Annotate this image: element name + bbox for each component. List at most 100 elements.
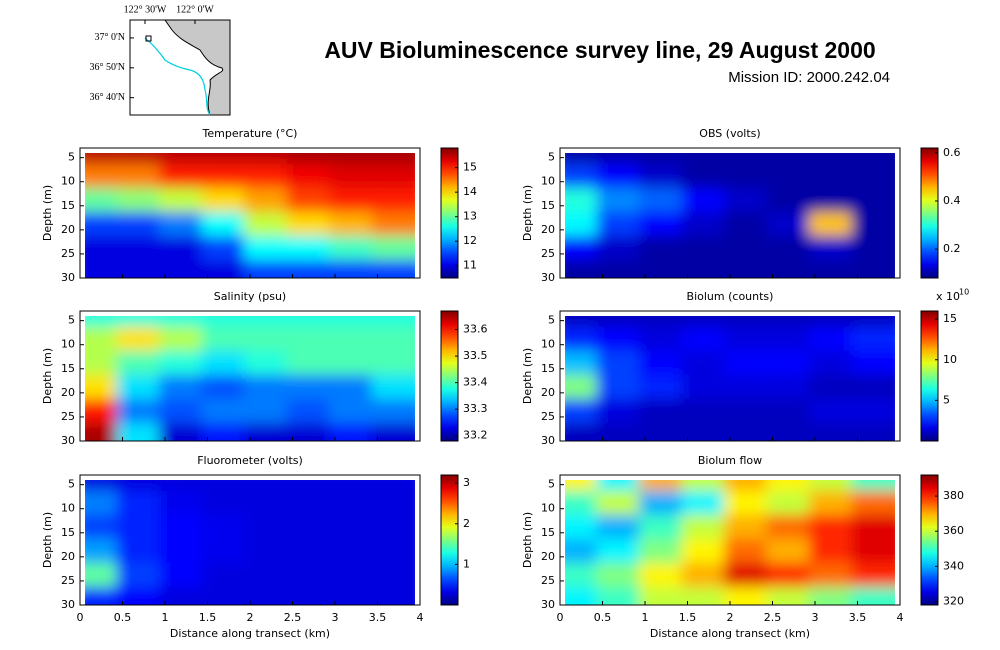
x-tick-label: 3.5 <box>369 611 387 624</box>
cell <box>639 422 694 441</box>
y-tick-label: 20 <box>541 550 555 563</box>
cells <box>85 480 415 605</box>
y-axis-label: Depth (m) <box>521 348 534 404</box>
cell <box>766 422 821 441</box>
cell <box>851 586 895 605</box>
cell <box>371 586 415 605</box>
cell <box>286 259 341 278</box>
colorbar-tick-label: 360 <box>943 524 964 537</box>
cell <box>159 586 214 605</box>
cell <box>329 586 384 605</box>
colorbar-tick-label: 5 <box>943 393 950 406</box>
y-axis-label: Depth (m) <box>521 512 534 568</box>
panel-title: OBS (volts) <box>699 127 760 140</box>
colorbar-tick-label: 2 <box>463 517 470 530</box>
y-axis-label: Depth (m) <box>41 185 54 241</box>
colorbar-tick-label: 0.2 <box>943 242 961 255</box>
cell <box>371 259 415 278</box>
colorbar-tick-label: 33.5 <box>463 349 488 362</box>
colorbar-tick-label: 11 <box>463 259 477 272</box>
heatmap <box>565 316 895 441</box>
x-tick-label: 1.5 <box>199 611 217 624</box>
cell <box>639 259 694 278</box>
colorbar <box>440 147 459 279</box>
cell <box>639 586 694 605</box>
map-x-tick-label: 122° 30'W <box>124 4 167 15</box>
y-tick-label: 30 <box>61 271 75 284</box>
colorbar-exponent: 10 <box>959 288 969 297</box>
cells <box>85 153 415 278</box>
y-tick-label: 15 <box>61 362 75 375</box>
coast-track <box>144 37 211 116</box>
cell <box>329 259 384 278</box>
x-tick-label: 0.5 <box>114 611 132 624</box>
y-tick-label: 30 <box>61 434 75 447</box>
x-tick-label: 0.5 <box>594 611 612 624</box>
y-tick-label: 5 <box>548 314 555 327</box>
colorbar-tick-label: 0.6 <box>943 146 961 159</box>
colorbar-tick-label: 1 <box>463 557 470 570</box>
colorbar-tick-label: 380 <box>943 489 964 502</box>
panel-title: Biolum flow <box>698 454 762 467</box>
colorbar-tick-label: 10 <box>943 353 957 366</box>
y-axis-label: Depth (m) <box>41 512 54 568</box>
colorbar-tick-label: 15 <box>943 312 957 325</box>
title: AUV Bioluminescence survey line, 29 Augu… <box>324 37 875 63</box>
y-tick-label: 10 <box>541 338 555 351</box>
cell <box>201 586 256 605</box>
cell <box>116 259 171 278</box>
colorbar-tick-label: 33.4 <box>463 376 488 389</box>
cell <box>851 259 895 278</box>
colorbar-tick-label: 14 <box>463 185 477 198</box>
panel-title: Temperature (°C) <box>202 127 298 140</box>
subtitle: Mission ID: 2000.242.04 <box>728 69 890 86</box>
cells <box>565 153 895 278</box>
x-tick-label: 2.5 <box>284 611 302 624</box>
y-tick-label: 5 <box>548 151 555 164</box>
cell <box>159 422 214 441</box>
y-tick-label: 20 <box>541 223 555 236</box>
y-tick-label: 15 <box>541 362 555 375</box>
y-tick-label: 20 <box>61 223 75 236</box>
heatmap <box>565 480 895 605</box>
cell <box>681 422 736 441</box>
land <box>164 19 231 116</box>
y-tick-label: 25 <box>61 574 75 587</box>
cell <box>596 586 651 605</box>
y-tick-label: 20 <box>541 386 555 399</box>
y-tick-label: 15 <box>61 199 75 212</box>
cell <box>851 422 895 441</box>
x-tick-label: 3 <box>332 611 339 624</box>
y-tick-label: 15 <box>541 526 555 539</box>
panel-title: Salinity (psu) <box>214 290 286 303</box>
y-tick-label: 30 <box>541 271 555 284</box>
cell <box>596 259 651 278</box>
cell <box>244 422 299 441</box>
colorbar-tick-label: 13 <box>463 210 477 223</box>
x-axis-label: Distance along transect (km) <box>650 627 810 640</box>
y-tick-label: 5 <box>68 478 75 491</box>
y-tick-label: 15 <box>61 526 75 539</box>
y-tick-label: 30 <box>541 434 555 447</box>
colorbar-tick-label: 0.4 <box>943 194 961 207</box>
y-tick-label: 20 <box>61 386 75 399</box>
y-tick-label: 25 <box>541 410 555 423</box>
colorbar-tick-label: 340 <box>943 559 964 572</box>
y-tick-label: 30 <box>61 598 75 611</box>
panel-title: Fluorometer (volts) <box>197 454 303 467</box>
colorbar-multiplier: x 10 <box>936 290 960 303</box>
survey-box <box>145 35 152 42</box>
colorbar-tick-label: 3 <box>463 476 470 489</box>
x-axis-label: Distance along transect (km) <box>170 627 330 640</box>
y-tick-label: 10 <box>61 175 75 188</box>
cell <box>329 422 384 441</box>
x-tick-label: 2 <box>247 611 254 624</box>
y-axis-label: Depth (m) <box>521 185 534 241</box>
y-tick-label: 10 <box>541 175 555 188</box>
map: 122° 30'W 122° 0'W 37° 0'N 36° 50'N 36° 40'N <box>89 4 231 116</box>
cell <box>286 422 341 441</box>
y-tick-label: 5 <box>68 314 75 327</box>
colorbar-tick-label: 33.6 <box>463 323 488 336</box>
heatmap <box>85 153 415 278</box>
colorbar-tick-label: 33.3 <box>463 402 488 415</box>
